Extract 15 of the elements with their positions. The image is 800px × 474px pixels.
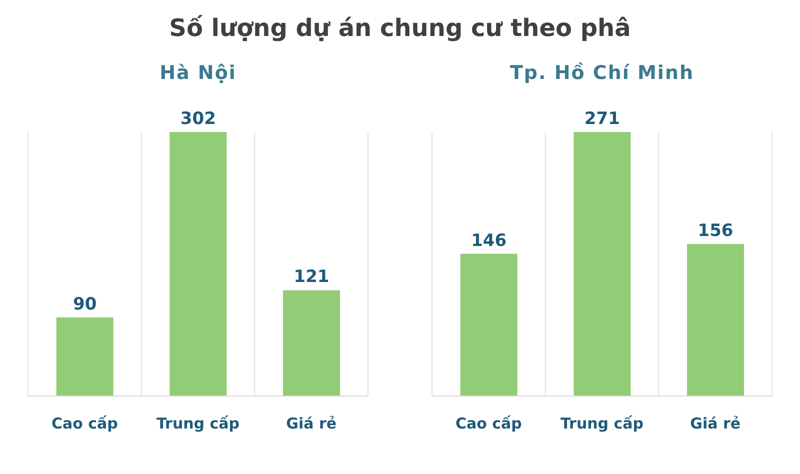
x-tick-label: Cao cấp (455, 414, 522, 433)
data-label: 121 (294, 267, 330, 288)
x-tick-label: Cao cấp (51, 414, 118, 433)
data-label: 146 (471, 230, 507, 251)
data-label: 156 (698, 221, 734, 242)
data-label: 90 (72, 294, 97, 314)
data-label: 302 (180, 109, 216, 129)
x-tick-label: Giá rẻ (286, 414, 337, 433)
x-tick-label: Giá rẻ (690, 414, 741, 433)
x-tick-label: Trung cấp (156, 414, 240, 433)
chart-title: Hà Nội (158, 62, 238, 86)
x-tick-label: Trung cấp (560, 414, 644, 433)
chart-title: Tp. Hồ Chí Minh (508, 62, 696, 86)
text: Số lượng dự án chung cư theo phâ (168, 13, 632, 44)
data-label: 271 (584, 109, 620, 129)
